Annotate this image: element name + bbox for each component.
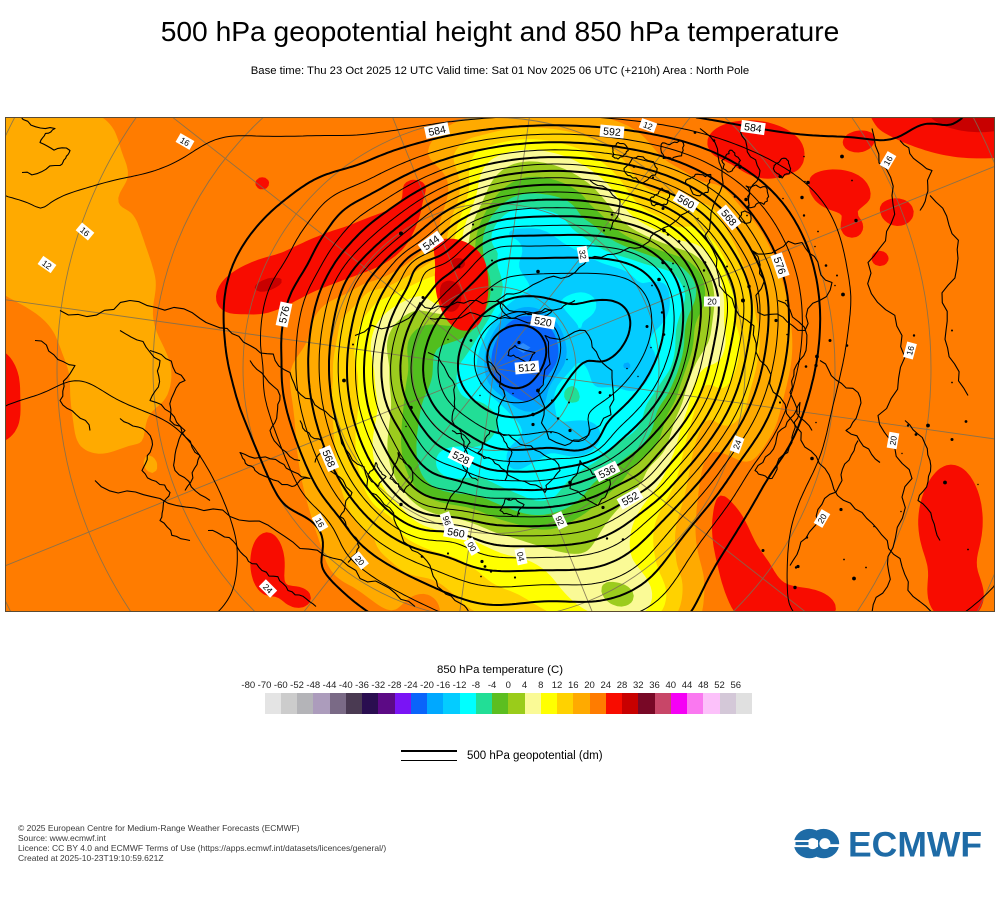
svg-text:576: 576 [771,255,788,276]
svg-text:96: 96 [440,514,453,527]
svg-text:576: 576 [277,304,292,324]
svg-text:24: 24 [731,438,744,451]
svg-text:00: 00 [465,539,479,552]
svg-text:16: 16 [904,344,916,356]
svg-text:04: 04 [515,550,527,562]
svg-text:512: 512 [518,361,537,374]
svg-text:560: 560 [446,525,465,540]
svg-text:16: 16 [881,153,895,166]
svg-text:12: 12 [642,119,655,132]
svg-text:ECMWF: ECMWF [848,825,982,865]
svg-text:92: 92 [553,514,566,527]
svg-text:20: 20 [887,434,899,445]
svg-text:16: 16 [178,134,191,148]
svg-text:32: 32 [577,249,589,260]
svg-text:20: 20 [815,511,829,524]
svg-text:592: 592 [603,125,622,138]
svg-text:584: 584 [427,123,447,138]
svg-text:520: 520 [533,314,552,329]
svg-text:16: 16 [313,515,327,528]
svg-text:584: 584 [743,121,762,135]
svg-text:20: 20 [707,296,717,306]
